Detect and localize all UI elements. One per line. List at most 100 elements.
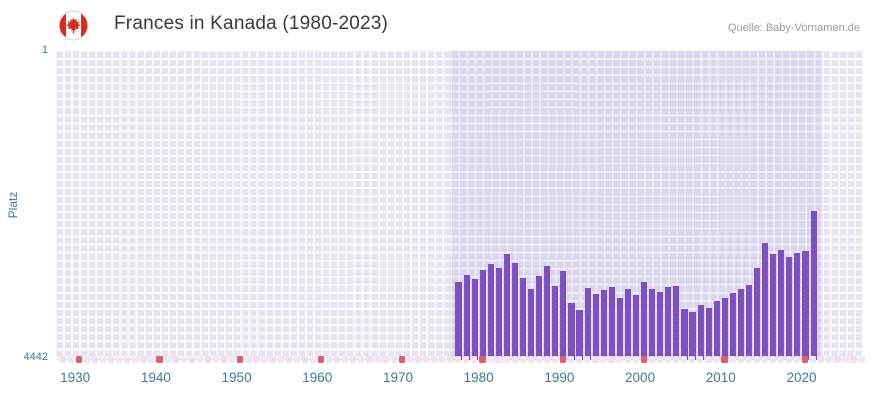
bar-2012[interactable] xyxy=(737,289,744,360)
bar-2002[interactable] xyxy=(657,292,664,360)
plot-area[interactable] xyxy=(55,50,862,360)
year-marker xyxy=(826,356,833,363)
bar-2004[interactable] xyxy=(673,285,680,360)
bar-2010[interactable] xyxy=(721,298,728,360)
bar-2019[interactable] xyxy=(794,253,801,360)
year-marker xyxy=(543,356,551,363)
bar-2009[interactable] xyxy=(713,300,720,360)
decade-marker xyxy=(237,356,244,363)
bar-2013[interactable] xyxy=(745,285,753,360)
year-marker xyxy=(551,356,559,363)
year-marker xyxy=(196,356,204,363)
year-marker xyxy=(132,356,139,363)
year-marker xyxy=(108,356,115,363)
year-marker xyxy=(59,356,66,363)
year-marker xyxy=(148,356,155,363)
year-marker xyxy=(172,356,179,363)
bar-2015[interactable] xyxy=(762,242,769,360)
bar-2020[interactable] xyxy=(802,250,809,360)
bar-1997[interactable] xyxy=(616,298,623,360)
bar-2008[interactable] xyxy=(705,307,712,360)
year-marker xyxy=(334,356,341,363)
y-axis-title: Platz xyxy=(6,191,20,219)
bar-2003[interactable] xyxy=(665,287,672,360)
bar-2005[interactable] xyxy=(681,308,688,360)
bar-2007[interactable] xyxy=(697,304,704,360)
year-marker xyxy=(818,356,825,363)
year-marker xyxy=(301,356,308,363)
x-tick-1960: 1960 xyxy=(302,370,333,385)
year-marker xyxy=(624,356,631,363)
bar-2017[interactable] xyxy=(778,250,785,360)
year-marker xyxy=(503,356,510,363)
year-marker xyxy=(850,356,857,363)
year-marker xyxy=(858,356,865,363)
bar-1985[interactable] xyxy=(519,278,527,360)
bar-1989[interactable] xyxy=(552,285,559,360)
year-marker xyxy=(212,356,220,363)
bar-1980[interactable] xyxy=(479,269,486,360)
x-tick-2000: 2000 xyxy=(625,370,656,385)
bar-2016[interactable] xyxy=(770,254,777,360)
bar-1996[interactable] xyxy=(608,286,615,360)
year-marker xyxy=(632,356,639,363)
year-marker xyxy=(91,356,99,363)
year-marker xyxy=(519,356,526,363)
year-marker xyxy=(810,356,817,363)
year-marker xyxy=(446,356,454,363)
bar-2001[interactable] xyxy=(649,289,656,360)
year-marker xyxy=(229,356,236,363)
x-tick-1970: 1970 xyxy=(382,370,413,385)
bar-1994[interactable] xyxy=(592,293,599,360)
bar-1992[interactable] xyxy=(576,309,583,360)
bar-2018[interactable] xyxy=(786,256,793,360)
year-marker xyxy=(382,356,389,363)
bar-1995[interactable] xyxy=(600,290,607,360)
bar-1983[interactable] xyxy=(503,253,510,360)
bar-1984[interactable] xyxy=(511,262,519,360)
year-marker xyxy=(269,356,276,363)
bar-1982[interactable] xyxy=(495,268,502,360)
year-marker xyxy=(99,356,107,363)
year-marker xyxy=(785,356,793,363)
bar-1979[interactable] xyxy=(471,278,478,360)
year-marker xyxy=(455,356,462,363)
bar-1999[interactable] xyxy=(632,294,640,360)
bar-1987[interactable] xyxy=(536,276,543,360)
bars-container xyxy=(55,50,862,360)
bar-2014[interactable] xyxy=(754,267,761,360)
year-marker xyxy=(689,356,696,363)
bar-1986[interactable] xyxy=(528,289,535,360)
year-marker xyxy=(697,356,704,363)
bar-1988[interactable] xyxy=(544,266,551,360)
bar-2011[interactable] xyxy=(729,292,736,360)
bar-1993[interactable] xyxy=(584,287,591,360)
year-marker xyxy=(245,356,252,363)
year-marker xyxy=(204,356,212,363)
year-marker xyxy=(769,356,777,363)
x-tick-1990: 1990 xyxy=(544,370,575,385)
bar-2021[interactable] xyxy=(810,211,817,360)
bar-1981[interactable] xyxy=(487,264,494,360)
bar-1990[interactable] xyxy=(560,270,567,360)
bar-2006[interactable] xyxy=(689,312,696,360)
bar-1978[interactable] xyxy=(463,274,470,360)
bar-2000[interactable] xyxy=(641,282,648,360)
year-marker xyxy=(124,356,131,363)
year-marker xyxy=(495,356,502,363)
bar-1998[interactable] xyxy=(624,288,632,360)
year-marker xyxy=(277,356,284,363)
year-marker xyxy=(608,356,615,363)
bar-1991[interactable] xyxy=(568,303,575,360)
year-marker xyxy=(422,356,430,363)
year-marker xyxy=(116,356,123,363)
decade-marker xyxy=(317,356,325,363)
axis-marker-strip xyxy=(55,356,865,364)
x-tick-1980: 1980 xyxy=(463,370,494,385)
x-tick-1940: 1940 xyxy=(140,370,171,385)
year-marker xyxy=(664,356,672,363)
year-marker xyxy=(777,356,785,363)
bar-1977[interactable] xyxy=(455,281,462,360)
year-marker xyxy=(285,356,292,363)
year-marker xyxy=(350,356,357,363)
